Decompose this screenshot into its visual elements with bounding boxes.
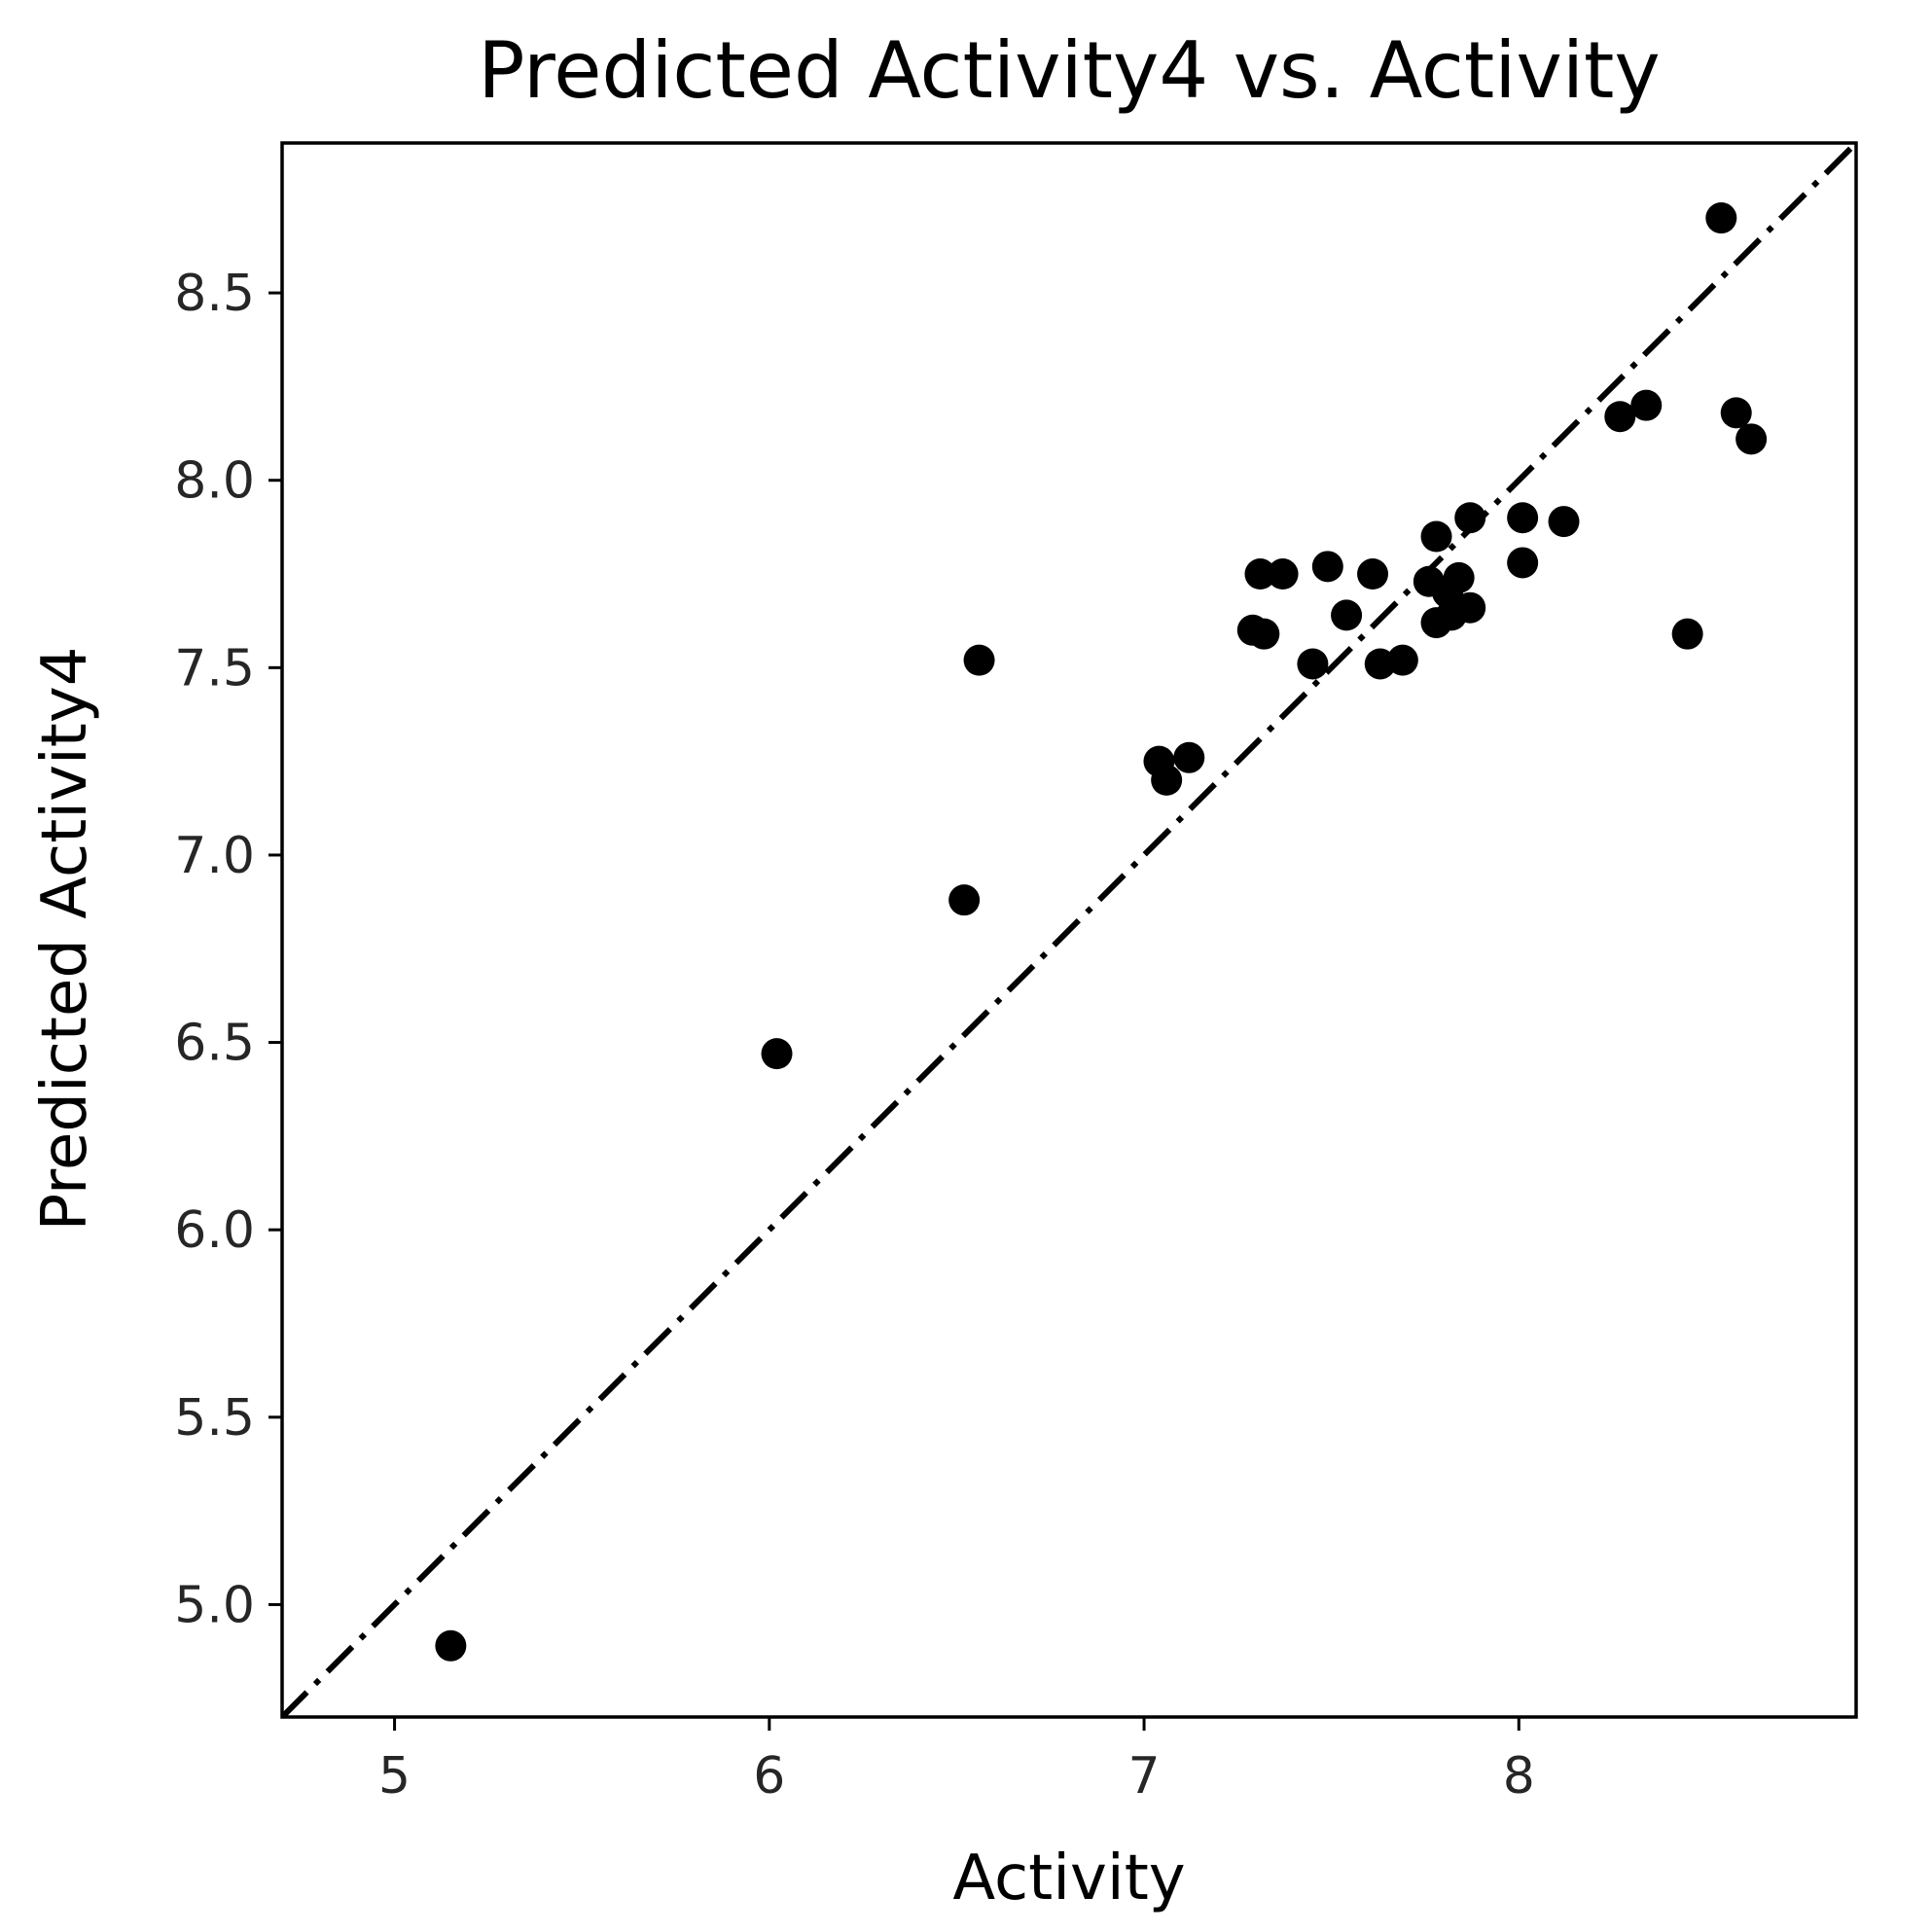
data-point bbox=[1248, 618, 1280, 650]
data-point bbox=[1604, 401, 1636, 433]
data-point bbox=[1267, 558, 1299, 590]
y-tick-label: 7.5 bbox=[174, 639, 255, 698]
data-point bbox=[1244, 558, 1276, 590]
reference-line bbox=[282, 143, 1856, 1717]
data-point bbox=[1357, 558, 1389, 590]
data-point bbox=[1151, 764, 1183, 796]
data-point bbox=[1705, 202, 1737, 234]
data-point bbox=[963, 644, 995, 676]
data-point bbox=[1454, 502, 1486, 534]
y-tick-label: 8.5 bbox=[174, 265, 255, 323]
x-tick-label: 5 bbox=[378, 1747, 411, 1806]
x-axis-title: Activity bbox=[952, 1843, 1185, 1914]
data-point bbox=[1630, 389, 1663, 421]
data-point bbox=[1735, 423, 1768, 455]
y-axis-title: Predicted Activity4 bbox=[29, 647, 101, 1232]
chart-title: Predicted Activity4 vs. Activity bbox=[478, 25, 1661, 116]
data-point bbox=[1311, 551, 1343, 583]
data-point bbox=[1386, 644, 1418, 676]
data-point bbox=[1720, 397, 1752, 429]
data-point bbox=[1443, 561, 1475, 593]
x-tick-label: 6 bbox=[753, 1747, 785, 1806]
data-point bbox=[1331, 599, 1363, 631]
data-point bbox=[1548, 506, 1580, 538]
data-point bbox=[761, 1038, 793, 1070]
y-tick-label: 5.0 bbox=[174, 1576, 255, 1634]
data-point bbox=[1297, 648, 1329, 680]
y-tick-label: 6.0 bbox=[174, 1201, 255, 1260]
data-point bbox=[435, 1629, 467, 1662]
data-point bbox=[1671, 618, 1703, 650]
y-tick-label: 6.5 bbox=[174, 1015, 255, 1073]
y-tick-label: 7.0 bbox=[174, 827, 255, 885]
data-point bbox=[1454, 591, 1486, 624]
y-tick-label: 8.0 bbox=[174, 452, 255, 511]
data-point bbox=[1420, 520, 1452, 553]
y-tick-label: 5.5 bbox=[174, 1389, 255, 1448]
data-point bbox=[1507, 547, 1539, 579]
data-point bbox=[1173, 741, 1205, 773]
x-tick-label: 8 bbox=[1503, 1747, 1535, 1806]
data-point bbox=[948, 884, 981, 916]
plot-frame bbox=[280, 141, 1858, 1719]
data-point bbox=[1507, 502, 1539, 534]
x-tick-label: 7 bbox=[1128, 1747, 1161, 1806]
plot-area: 5 6 7 8 5.0 5.5 6.0 6.5 7.0 7.5 8.0 8.5 bbox=[174, 141, 1858, 1806]
